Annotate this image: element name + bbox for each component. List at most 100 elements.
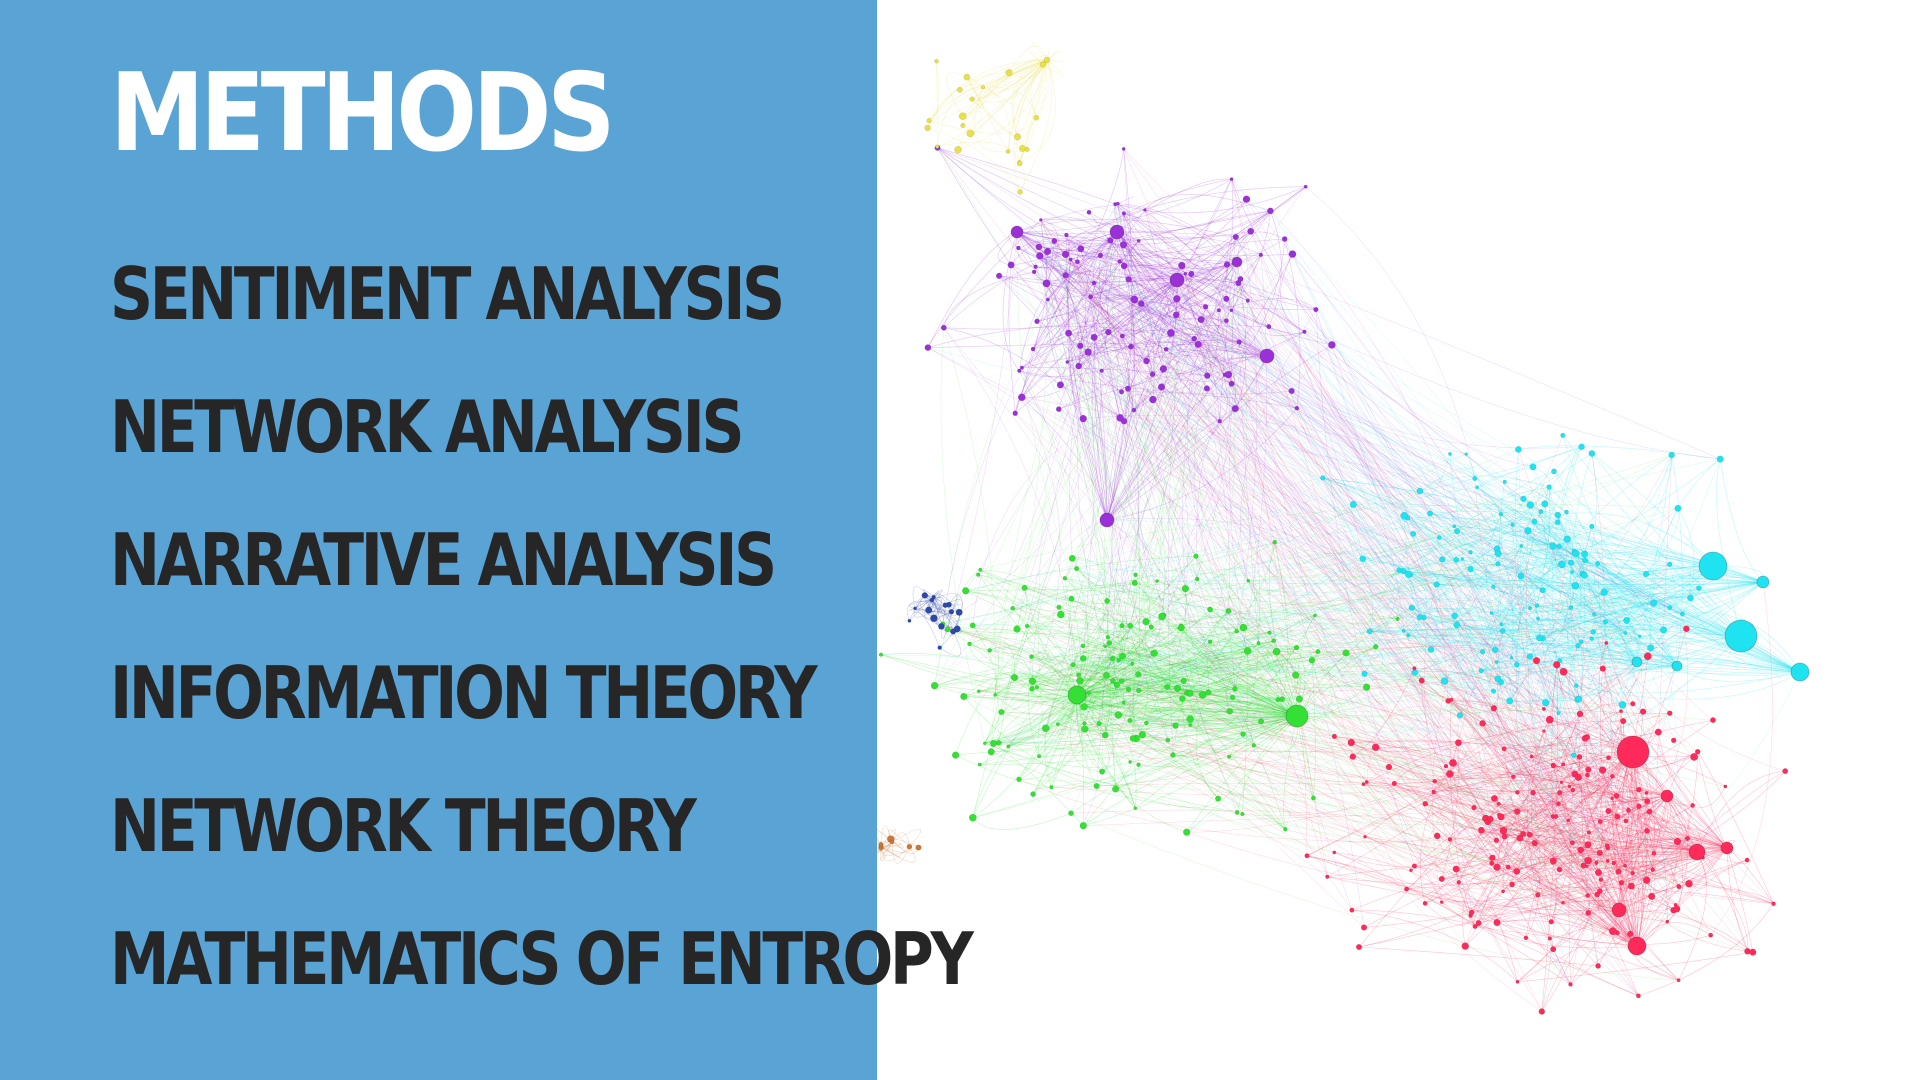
network-edge-green [972, 625, 1078, 696]
network-node-red [1630, 701, 1636, 707]
network-node-purple [1034, 318, 1040, 325]
network-edge-purple [1176, 279, 1332, 346]
network-node-cyan [1515, 446, 1522, 453]
network-node-cyan [1361, 670, 1368, 677]
network-node-red [1749, 948, 1757, 956]
network-edge-green [1167, 683, 1189, 694]
network-node-green [990, 739, 997, 747]
network-node-yellow [1019, 145, 1026, 152]
network-node-purple [1046, 297, 1050, 302]
network-node-cyan [1416, 487, 1424, 495]
network-edge-green [1032, 681, 1298, 717]
network-edge-purple [1128, 279, 1269, 328]
network-edge-purple [1128, 279, 1268, 357]
network-edge-cyan [1584, 553, 1638, 663]
network-node-green [998, 709, 1005, 715]
method-item-sentiment-analysis: SENTIMENT ANALYSIS [110, 252, 785, 336]
network-node-green [1258, 718, 1265, 725]
network-edge-cyan [1537, 618, 1801, 673]
network-edge-green [1076, 652, 1347, 696]
network-node-cyan [1582, 557, 1589, 564]
network-node-green [1177, 624, 1185, 632]
method-item-narrative-analysis: NARRATIVE ANALYSIS [110, 518, 777, 602]
network-edge-green [1076, 694, 1279, 703]
network-edge-purple [1108, 261, 1238, 333]
network-edge-cyan [1410, 574, 1683, 615]
network-node-green [1127, 622, 1134, 629]
network-edge-cyan [1449, 453, 1742, 637]
network-edge-green [984, 708, 1298, 744]
network-edge-green [1187, 692, 1286, 830]
network-node-green [1283, 827, 1288, 832]
network-node-purple [1056, 381, 1064, 389]
network-edge-purple [1036, 261, 1238, 322]
network-edge-green [1031, 650, 1123, 689]
network-node-red [1660, 789, 1674, 803]
network-node-cyan [1494, 549, 1502, 557]
network-node-red [1514, 808, 1521, 815]
network-edge-green [1151, 626, 1298, 717]
network-edge-green [1105, 646, 1298, 717]
network-node-red [1491, 795, 1498, 802]
network-edge-green [1128, 646, 1376, 693]
network-node-red [1650, 867, 1655, 872]
network-node-green [1114, 711, 1123, 719]
network-edge-green [1186, 715, 1298, 833]
network-edge-green [1076, 655, 1123, 696]
network-edge-purple [1090, 296, 1125, 422]
network-edge-purple [1016, 231, 1147, 362]
network-edge-purple [1019, 261, 1238, 372]
network-edge-purple [937, 147, 1135, 300]
network-edge-purple [1141, 303, 1268, 357]
network-edge-green [984, 743, 1131, 768]
network-node-purple [1075, 259, 1080, 265]
network-edge-green [994, 673, 1015, 695]
network-edge-green [1083, 715, 1298, 826]
network-node-green [1183, 828, 1191, 836]
network-edge-purple [1128, 274, 1151, 301]
network-node-red [1542, 729, 1546, 733]
network-edge-cyan [1584, 574, 1764, 595]
network-node-red [1545, 715, 1554, 724]
network-node-green [1230, 694, 1236, 700]
network-edge-cyan [1504, 481, 1585, 555]
network-edge-purple [1124, 265, 1317, 310]
network-node-red [1690, 753, 1698, 761]
network-node-red [1654, 728, 1662, 736]
network-node-cyan [1467, 566, 1474, 573]
network-node-green [1021, 584, 1028, 591]
network-edge-purple [1018, 247, 1123, 337]
network-node-red [1605, 859, 1610, 863]
network-node-orange [906, 843, 913, 850]
network-edge-purple [1110, 240, 1268, 357]
network-edge-green [978, 574, 1233, 698]
network-node-cyan [1531, 518, 1538, 525]
network-node-purple [1079, 414, 1087, 423]
network-edge-purple [1176, 279, 1305, 334]
network-edge-purple [937, 147, 1178, 281]
network-edge-purple [1205, 306, 1237, 409]
network-node-green [1103, 644, 1107, 649]
network-node-green [1133, 806, 1138, 810]
network-node-green [1313, 613, 1317, 618]
network-edge-green [1045, 715, 1298, 731]
network-edge-purple [1106, 236, 1237, 521]
network-node-red [1431, 789, 1436, 795]
network-node-purple [1266, 324, 1272, 330]
network-node-green [993, 693, 998, 697]
network-node-purple [1163, 346, 1169, 352]
network-node-red [1461, 942, 1469, 950]
network-edge-purple [1019, 370, 1292, 395]
network-edge-green [1251, 647, 1297, 746]
network-edge-red [1517, 951, 1753, 983]
network-node-red [1627, 882, 1635, 890]
network-node-red [1452, 865, 1460, 873]
network-node-yellow [1043, 56, 1051, 64]
network-node-red [1449, 697, 1454, 702]
network-node-yellow [954, 146, 962, 154]
network-node-purple [1035, 243, 1043, 251]
network-edge-green [1032, 610, 1229, 795]
network-edge-cyan [1551, 544, 1638, 663]
network-edge-green [1106, 600, 1116, 790]
network-edge-purple [1146, 279, 1178, 362]
